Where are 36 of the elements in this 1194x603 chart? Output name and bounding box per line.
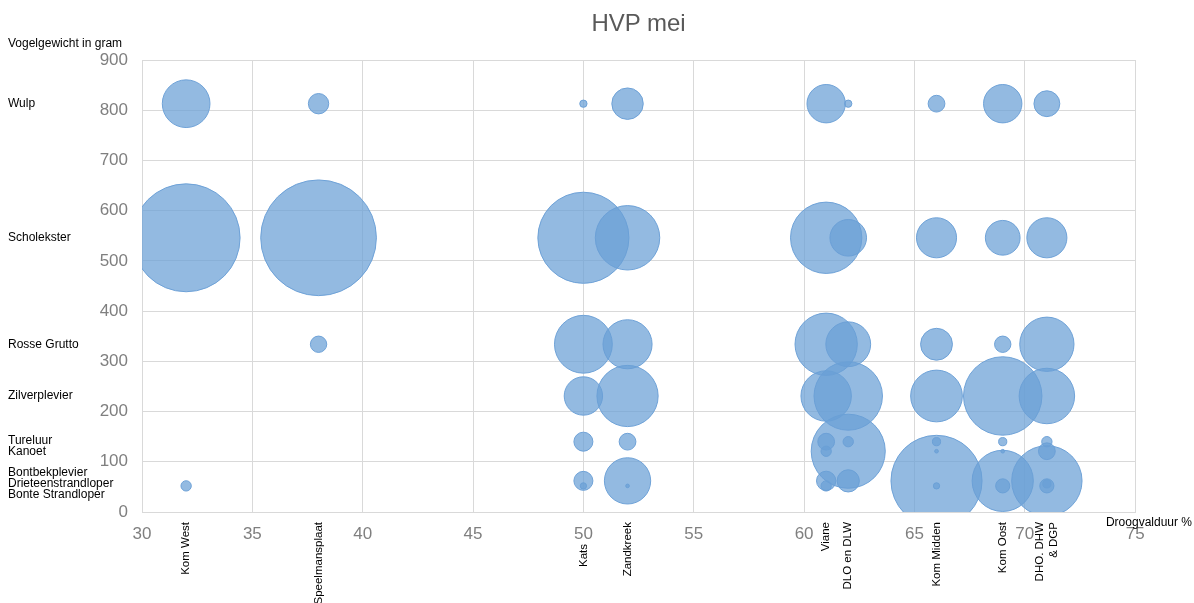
y-tick-label: 500 <box>99 250 128 270</box>
text: Kom Oost <box>995 521 1008 574</box>
text: Kom West <box>179 521 192 575</box>
x-tick-label: 70 <box>1015 523 1035 543</box>
y-tick-label: 200 <box>99 401 128 421</box>
text: Wulp <box>8 96 36 111</box>
text: Viane <box>819 522 832 552</box>
x-tick-label: 45 <box>463 523 483 543</box>
text: Kanoet <box>8 444 47 459</box>
x-tick-label: 40 <box>353 523 373 543</box>
x-axis-title: Droogvalduur % <box>1105 515 1193 530</box>
y-tick-label: 900 <box>99 49 128 69</box>
text: Zandkreek <box>620 521 633 577</box>
y-tick-label: 300 <box>99 351 128 371</box>
text: DLO en DLW <box>841 521 854 590</box>
y-tick-label: 600 <box>99 200 128 220</box>
text: Scholekster <box>8 230 71 245</box>
y-axis-title: Vogelgewicht in gram <box>8 36 123 51</box>
y-tick-label: 700 <box>99 150 128 170</box>
y-tick-label: 100 <box>99 451 128 471</box>
x-tick-label: 30 <box>132 523 152 543</box>
x-tick-label: 55 <box>684 523 704 543</box>
x-tick-label: 65 <box>904 523 924 543</box>
text: Speelmansplaat <box>311 521 324 603</box>
chart-title: HVP mei <box>591 8 686 36</box>
x-tick-label: 35 <box>242 523 262 543</box>
x-tick-label: 60 <box>794 523 814 543</box>
y-tick-label: 400 <box>99 300 128 320</box>
y-tick-label: 0 <box>118 501 128 521</box>
text: Kom Midden <box>929 522 942 587</box>
y-tick-label: 800 <box>99 99 128 119</box>
x-tick-label: 50 <box>573 523 593 543</box>
text: Zilverplevier <box>8 388 73 403</box>
text: Rosse Grutto <box>8 336 80 351</box>
text: Kats <box>576 543 589 568</box>
text: DHO. DHW & DGP <box>1033 521 1060 582</box>
